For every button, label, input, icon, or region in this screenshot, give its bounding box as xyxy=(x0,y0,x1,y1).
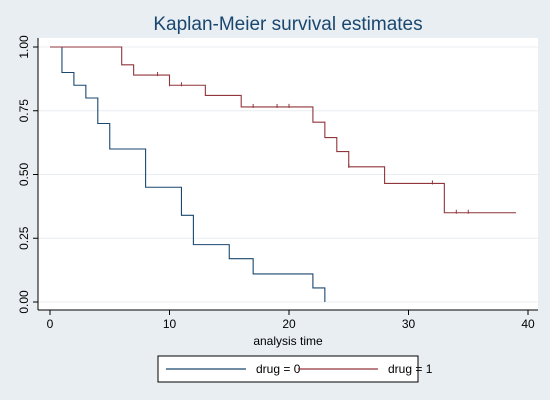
y-tick-label: 0.75 xyxy=(17,99,31,123)
x-tick-label: 10 xyxy=(163,317,177,331)
y-tick-label: 0.25 xyxy=(17,226,31,250)
x-ticks: 0 10 20 30 40 xyxy=(47,310,535,331)
series-group xyxy=(50,46,517,302)
y-tick-label: 0.50 xyxy=(17,162,31,186)
x-tick-label: 0 xyxy=(47,317,54,331)
legend-label-1: drug = 1 xyxy=(388,362,433,376)
legend: drug = 0 drug = 1 xyxy=(157,355,433,383)
series-line-0 xyxy=(50,46,326,302)
y-tick-label: 1.00 xyxy=(17,35,31,59)
x-axis-label: analysis time xyxy=(253,334,323,348)
y-ticks: 0.00 0.25 0.50 0.75 1.00 xyxy=(17,35,38,314)
chart-title: Kaplan-Meier survival estimates xyxy=(153,14,422,35)
x-tick-label: 20 xyxy=(282,317,296,331)
x-tick-label: 40 xyxy=(521,317,535,331)
y-tick-label: 0.00 xyxy=(17,290,31,314)
legend-label-0: drug = 0 xyxy=(256,362,301,376)
x-tick-label: 30 xyxy=(402,317,416,331)
series-line-1 xyxy=(50,46,517,214)
